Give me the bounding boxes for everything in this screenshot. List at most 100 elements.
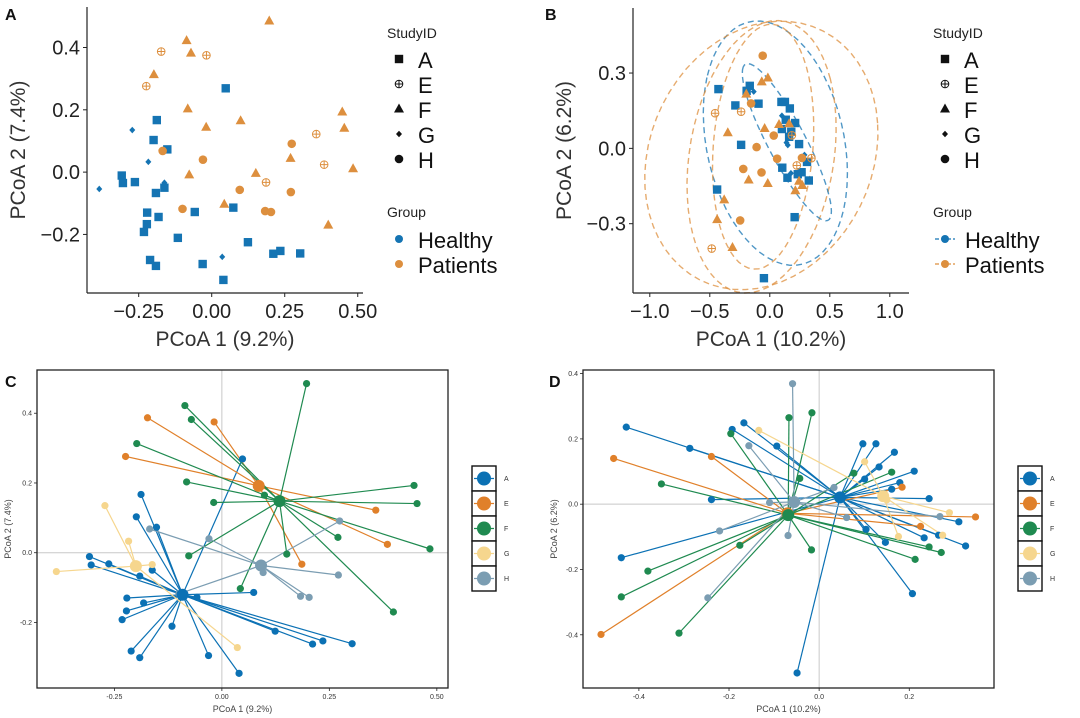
point-study-h — [296, 592, 305, 600]
spider-segment-e — [258, 485, 376, 511]
spider-segment-f — [279, 500, 431, 550]
point-study-a — [745, 81, 754, 91]
point-study-g — [787, 169, 794, 177]
legend-study: A E F G H — [471, 465, 509, 592]
point-study-h — [146, 525, 154, 533]
spider-segment-a — [126, 594, 183, 612]
x-tick-label: 0.25 — [265, 301, 304, 323]
point-study-e — [610, 454, 618, 463]
point-study-a — [686, 444, 694, 452]
spider-segment-a — [621, 496, 841, 559]
x-axis-title: PCoA 1 (10.2%) — [696, 328, 847, 351]
legend-group-dot — [395, 260, 403, 268]
point-study-a — [136, 572, 144, 580]
spider-segment-g — [56, 565, 136, 573]
point-study-a — [193, 593, 201, 601]
point-study-a — [712, 185, 722, 194]
point-study-e — [143, 414, 152, 422]
legend-group-dot — [941, 235, 949, 243]
legend-key-dot — [477, 496, 491, 511]
ellipse-study-a — [702, 20, 849, 267]
spider-segment-h — [791, 383, 795, 503]
point-study-a — [790, 212, 799, 222]
point-study-a — [151, 188, 161, 198]
spider-segment-e — [125, 455, 259, 487]
point-study-a — [955, 518, 963, 526]
spider-segment-f — [213, 500, 280, 504]
spider-segment-h — [793, 486, 835, 503]
x-tick-label: 0.50 — [338, 301, 377, 323]
spider-segment-f — [188, 500, 280, 557]
legend-shape-e — [394, 79, 404, 89]
x-tick-label: 0.0 — [756, 301, 784, 323]
point-study-g — [148, 560, 156, 569]
point-study-f — [334, 533, 342, 541]
legend-label-study: G — [964, 123, 981, 148]
panel-a-scatter: −0.25 0.00 0.25 0.50 −0.2 0.0 0.2 0.4 PCoA 1 (9.… — [7, 7, 498, 351]
point-study-f — [426, 545, 434, 553]
spider-segment-a — [139, 594, 184, 659]
point-study-h — [704, 594, 712, 602]
spider-segment-g — [104, 505, 137, 567]
point-study-f — [302, 379, 311, 388]
point-study-f — [185, 552, 193, 560]
point-study-f — [759, 123, 770, 133]
x-tick-label: 0.0 — [814, 694, 824, 701]
x-axis-title: PCoA 1 (10.2%) — [756, 704, 821, 714]
point-study-a — [783, 173, 792, 182]
point-study-a — [888, 485, 896, 493]
point-study-g — [219, 253, 226, 261]
circle-plus-cross — [788, 131, 796, 140]
point-study-g — [52, 567, 60, 576]
centroid-study-h — [255, 559, 268, 572]
legend-label-group: Patients — [965, 253, 1045, 278]
spider-segment-a — [839, 443, 877, 498]
spider-segment-a — [181, 458, 244, 595]
point-study-f — [182, 103, 193, 113]
legend-label: A — [504, 476, 509, 483]
point-study-a — [163, 145, 172, 154]
spider-segment-h — [260, 564, 339, 576]
legend-label-study: F — [964, 98, 977, 123]
legend-group-dot — [941, 260, 949, 268]
legend-label: F — [504, 526, 508, 533]
legend-shape-a — [394, 54, 404, 64]
y-tick-label: 0.0 — [52, 162, 80, 184]
point-study-e — [141, 81, 151, 91]
legend-shape-f — [394, 103, 404, 113]
legend-label: E — [504, 501, 509, 508]
point-study-e — [319, 160, 329, 169]
point-study-e — [916, 522, 925, 530]
ellipse-study-e — [644, 20, 879, 291]
point-study-f — [323, 219, 334, 229]
point-study-a — [140, 599, 148, 607]
spider-segment-a — [126, 594, 183, 599]
legend-title-studyid: StudyID — [387, 25, 437, 41]
y-tick-label: 0.0 — [22, 550, 32, 557]
point-study-f — [808, 409, 816, 417]
point-study-f — [911, 555, 919, 563]
point-study-f — [736, 541, 744, 549]
circle-plus-cross — [312, 130, 321, 138]
point-study-a — [151, 261, 161, 271]
spider-segment-f — [279, 500, 418, 505]
point-study-a — [759, 273, 769, 283]
point-study-f — [785, 414, 793, 422]
point-study-g — [784, 141, 791, 149]
point-study-h — [738, 164, 748, 174]
circle-plus-cross — [142, 82, 151, 90]
x-tick-label: 1.0 — [876, 301, 904, 323]
point-study-h — [830, 483, 838, 492]
x-tick-label: 0.50 — [430, 694, 444, 701]
point-study-g — [894, 532, 903, 541]
point-study-a — [137, 490, 145, 499]
point-study-a — [105, 560, 113, 568]
point-study-f — [937, 548, 945, 557]
spider-segment-a — [130, 594, 183, 652]
point-study-a — [910, 467, 918, 475]
x-tick-label: -0.25 — [106, 694, 122, 701]
point-study-f — [348, 163, 359, 173]
point-study-f — [925, 543, 933, 551]
legend-title-group: Group — [933, 204, 972, 220]
